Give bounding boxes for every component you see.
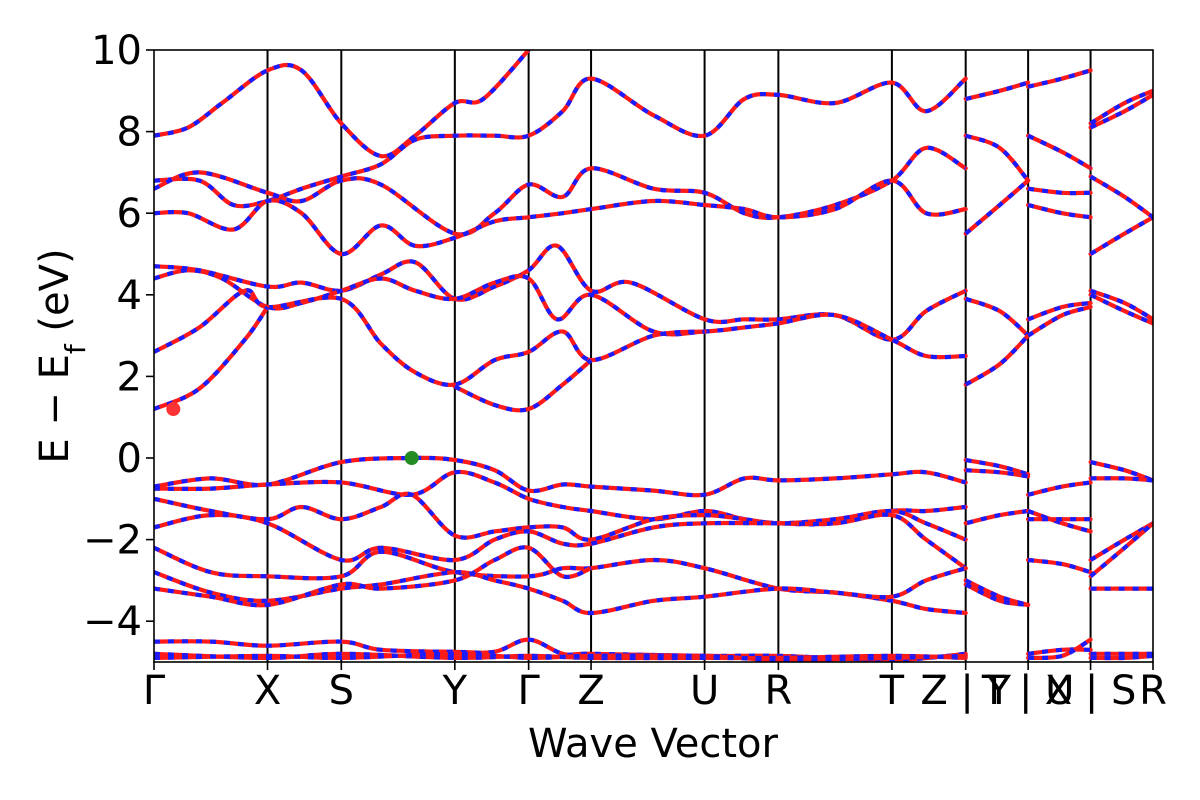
- x-tick-label: Y: [442, 668, 468, 714]
- band-line-dashed: [1027, 480, 1091, 497]
- x-tick-label: S: [329, 668, 354, 714]
- band-line-dashed: [965, 457, 1029, 477]
- band-line-dashed: [1027, 647, 1091, 656]
- band-line-dashed: [965, 468, 1029, 479]
- band-line: [154, 145, 968, 237]
- band-line-dashed: [965, 296, 1030, 338]
- y-tick-label: 0: [117, 436, 142, 482]
- band-line-dashed: [1027, 186, 1091, 196]
- band-line: [963, 178, 1031, 236]
- band-line: [154, 243, 968, 342]
- x-tick-label: Z | Y: [920, 668, 1011, 714]
- band-line-dashed: [1089, 292, 1153, 326]
- bands: [154, 50, 1153, 662]
- band-line-dashed: [154, 268, 966, 360]
- x-tick-label: X: [254, 668, 281, 714]
- x-tick-label: T: [879, 668, 905, 714]
- y-tick-label: −2: [83, 518, 142, 564]
- band-line: [154, 288, 707, 388]
- band-line: [154, 76, 968, 209]
- band-line-dashed: [154, 305, 270, 411]
- vbm-marker: [404, 451, 419, 465]
- band-line-dashed: [154, 243, 967, 342]
- band-line: [963, 333, 1031, 387]
- y-axis-ticks: −4 −2 0 2 4 6 8 10: [83, 28, 154, 645]
- y-tick-label: 10: [91, 28, 142, 74]
- band-line-dashed: [154, 566, 967, 616]
- band-line: [1088, 215, 1153, 257]
- band-line-dashed: [154, 145, 967, 237]
- y-tick-label: 6: [117, 191, 142, 237]
- band-line-dashed: [154, 545, 592, 608]
- band-line-dashed: [1089, 521, 1153, 578]
- y-tick-label: 2: [117, 354, 142, 400]
- cbm-marker: [166, 402, 181, 417]
- band-line-dashed: [964, 334, 1030, 387]
- x-tick-label: T | U: [981, 668, 1075, 714]
- x-tick-label: U: [690, 668, 719, 714]
- band-line-dashed: [1090, 653, 1153, 661]
- x-tick-label: Z: [577, 668, 604, 714]
- band-line-dashed: [154, 288, 705, 388]
- band-line-dashed: [1027, 509, 1092, 534]
- band-line-dashed: [1027, 68, 1092, 89]
- band-line: [452, 358, 594, 413]
- band-line-dashed: [1027, 202, 1091, 220]
- y-tick-label: −4: [83, 599, 142, 645]
- band-line-dashed: [964, 179, 1030, 236]
- y-axis-label: E − Ef (eV): [32, 248, 92, 463]
- band-line: [963, 296, 1031, 338]
- band-line-dashed: [1090, 476, 1153, 483]
- band-line-dashed: [453, 358, 593, 413]
- band-line-dashed: [154, 491, 967, 542]
- band-line: [963, 133, 1031, 183]
- band-line-dashed: [154, 512, 967, 570]
- band-line-dashed: [1089, 288, 1153, 322]
- band-line-dashed: [154, 455, 967, 498]
- band-line-dashed: [154, 651, 966, 662]
- band-line: [154, 268, 968, 360]
- plot-frame: [153, 49, 1154, 663]
- band-line: [154, 455, 968, 498]
- x-axis-label: Wave Vector: [528, 721, 779, 767]
- band-line-dashed: [154, 76, 968, 209]
- extrema-markers: [166, 402, 419, 465]
- y-tick-label: 4: [117, 273, 142, 319]
- y-tick-label: 8: [117, 110, 142, 156]
- band-line-dashed: [154, 178, 967, 257]
- band-line: [1088, 88, 1153, 126]
- band-line: [154, 304, 270, 412]
- band-line: [1088, 92, 1153, 130]
- x-tick-label: R: [764, 668, 792, 714]
- band-line: [1026, 304, 1093, 338]
- band-line: [1088, 174, 1153, 220]
- x-tick-label: Γ: [143, 668, 166, 714]
- band-line: [154, 178, 968, 257]
- band-line-dashed: [964, 582, 1029, 607]
- band-line: [1088, 521, 1153, 579]
- band-line-dashed: [965, 80, 1029, 102]
- band-line-dashed: [1027, 637, 1092, 661]
- band-line: [154, 50, 531, 159]
- band-line-dashed: [1027, 557, 1092, 575]
- band-line-dashed: [965, 508, 1029, 526]
- x-tick-label: X | S: [1045, 668, 1137, 714]
- band-line-dashed: [965, 133, 1030, 182]
- band-line-dashed: [1027, 300, 1091, 322]
- x-tick-label: R: [1139, 668, 1167, 714]
- x-tick-label: Γ: [517, 668, 540, 714]
- band-line: [1026, 133, 1093, 171]
